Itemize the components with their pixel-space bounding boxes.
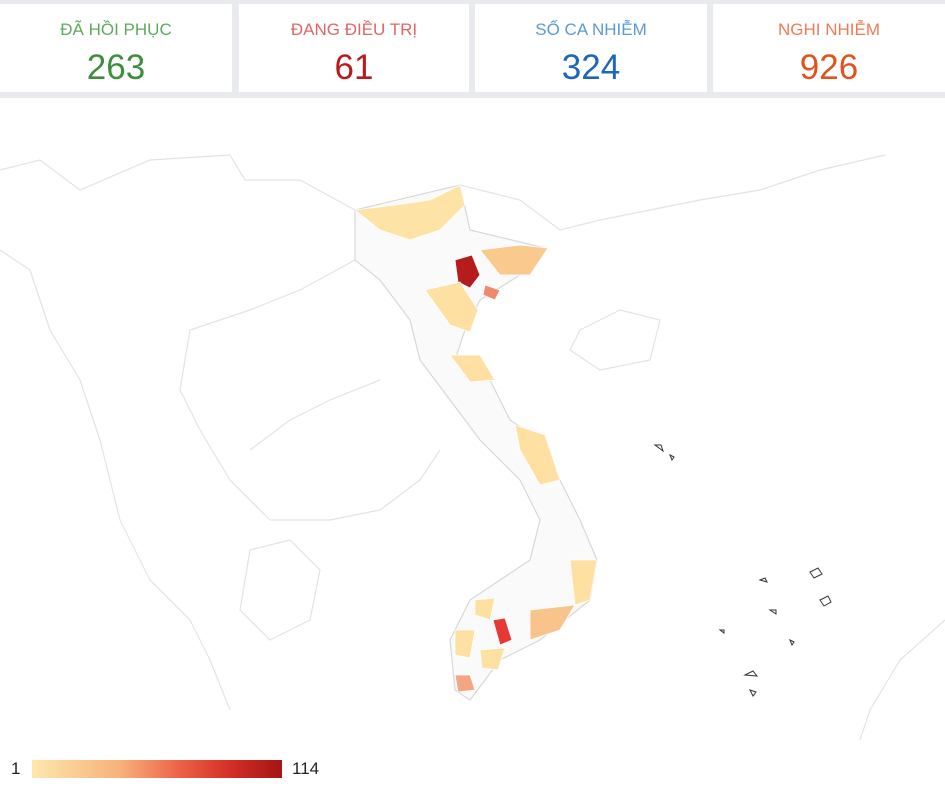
province xyxy=(424,281,479,333)
stat-label: SỐ CA NHIỄM xyxy=(535,20,647,39)
coast xyxy=(859,619,945,740)
border xyxy=(179,259,441,521)
province xyxy=(474,597,496,621)
stat-label: ĐANG ĐIỀU TRỊ xyxy=(290,20,418,39)
province xyxy=(454,629,476,659)
coast xyxy=(459,154,886,231)
stat-cards: ĐÃ HỒI PHỤC 263 ĐANG ĐIỀU TRỊ 61 SỐ CA NHIỄM… xyxy=(0,0,945,98)
island xyxy=(819,595,832,607)
stat-value: 61 xyxy=(334,48,374,87)
province xyxy=(454,254,481,289)
province xyxy=(514,424,561,486)
map xyxy=(0,154,945,740)
stat-card: ĐÃ HỒI PHỤC 263 xyxy=(0,4,232,92)
stat-label: ĐÃ HỒI PHỤC xyxy=(60,20,172,39)
vietnam xyxy=(354,184,598,701)
stat-value: 324 xyxy=(561,48,621,87)
province xyxy=(454,674,476,693)
stat-value: 263 xyxy=(86,48,146,87)
stat-card: NGHI NHIỄM 926 xyxy=(713,4,945,92)
border xyxy=(0,154,356,211)
island xyxy=(809,567,823,579)
island xyxy=(718,577,795,697)
stat-value: 926 xyxy=(799,48,859,87)
province xyxy=(482,284,501,301)
neighbor-borders xyxy=(0,154,945,740)
province xyxy=(529,604,576,641)
province xyxy=(479,647,506,671)
stat-card: ĐANG ĐIỀU TRỊ 61 xyxy=(239,4,469,92)
legend-gradient xyxy=(32,760,282,778)
province xyxy=(354,184,466,241)
coast xyxy=(0,249,231,711)
island xyxy=(569,309,661,371)
border xyxy=(239,539,321,641)
stat-card: SỐ CA NHIỄM 324 xyxy=(475,4,707,92)
province xyxy=(449,354,496,383)
legend-min: 1 xyxy=(11,759,21,778)
province xyxy=(479,244,549,276)
provinces xyxy=(354,184,598,693)
province xyxy=(569,559,598,606)
island xyxy=(653,444,675,462)
border xyxy=(249,379,381,451)
province xyxy=(492,617,513,646)
stat-label: NGHI NHIỄM xyxy=(778,20,880,39)
legend-max: 114 xyxy=(292,759,320,778)
islands xyxy=(653,444,832,697)
